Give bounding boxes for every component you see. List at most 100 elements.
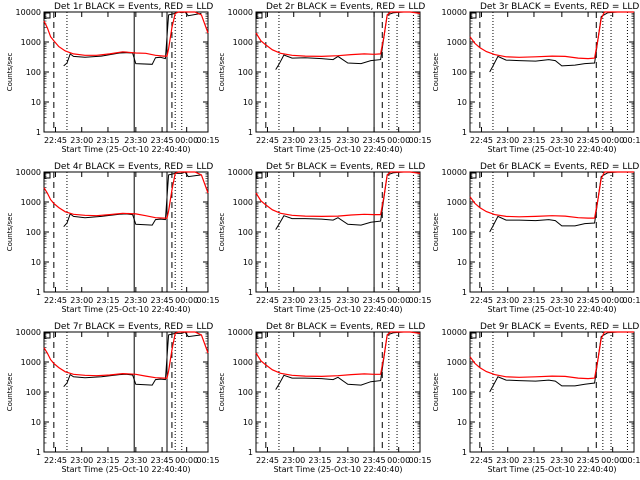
y-tick-label: 10 (31, 98, 41, 107)
y-axis-label: Counts/sec (432, 213, 440, 252)
plot-frame (469, 331, 635, 453)
x-tick-label: 23:00 (282, 456, 305, 465)
y-tick-label: 10 (243, 98, 253, 107)
panel-det-6r: Det 6r BLACK = Events, RED = LLD 1 10 100 10… (432, 162, 640, 314)
x-axis-label: Start Time (25-Oct-10 22:40:40) (487, 465, 616, 474)
y-tick-label: 10000 (16, 168, 41, 177)
x-tick-label: 23:00 (70, 136, 93, 145)
x-axis-label: Start Time (25-Oct-10 22:40:40) (273, 145, 402, 154)
y-axis-label: Counts/sec (6, 373, 14, 412)
y-axis-label: Counts/sec (6, 53, 14, 92)
x-tick-label: 00:00 (175, 136, 198, 145)
plot-frame (43, 11, 209, 133)
x-tick-label: 23:00 (70, 456, 93, 465)
y-tick-label: 1000 (447, 198, 467, 207)
marker-box (470, 332, 477, 339)
y-tick-label: 1000 (21, 198, 41, 207)
plot-frame (255, 11, 421, 133)
panel-title: Det 3r BLACK = Events, RED = LLD (480, 2, 639, 12)
x-tick-label: 00:15 (622, 296, 640, 305)
y-tick-label: 10000 (442, 328, 467, 337)
y-tick-label: 1000 (233, 38, 253, 47)
x-tick-label: 23:45 (151, 136, 174, 145)
events-series-line (489, 171, 628, 233)
x-tick-label: 00:15 (622, 136, 640, 145)
y-tick-label: 1000 (233, 198, 253, 207)
marker-box (470, 12, 477, 19)
marker-box (44, 332, 51, 339)
y-axis-label: Counts/sec (432, 373, 440, 412)
x-tick-label: 23:30 (336, 296, 359, 305)
x-tick-label: 23:45 (577, 296, 600, 305)
panel-title: Det 7r BLACK = Events, RED = LLD (54, 322, 213, 332)
y-axis-label: Counts/sec (432, 53, 440, 92)
y-tick-label: 100 (26, 68, 41, 77)
panel-title: Det 8r BLACK = Events, RED = LLD (266, 322, 425, 332)
y-tick-label: 1 (462, 448, 467, 457)
x-tick-label: 00:15 (196, 296, 219, 305)
panel-title: Det 2r BLACK = Events, RED = LLD (266, 2, 425, 12)
panel-det-4r: Det 4r BLACK = Events, RED = LLD 1 10 100 10… (6, 162, 220, 314)
y-tick-label: 10000 (16, 328, 41, 337)
events-series-line (275, 331, 414, 390)
y-tick-label: 1 (462, 288, 467, 297)
x-tick-label: 00:15 (408, 136, 431, 145)
x-tick-label: 23:45 (151, 456, 174, 465)
x-axis-label: Start Time (25-Oct-10 22:40:40) (273, 465, 402, 474)
x-tick-label: 23:15 (96, 296, 119, 305)
y-tick-label: 10 (457, 258, 467, 267)
y-axis-label: Counts/sec (218, 213, 226, 252)
x-tick-label: 22:45 (256, 136, 279, 145)
y-tick-label: 10 (31, 418, 41, 427)
x-tick-label: 22:45 (44, 296, 67, 305)
x-tick-label: 00:15 (196, 136, 219, 145)
x-tick-label: 23:45 (363, 296, 386, 305)
marker-box (256, 12, 263, 19)
y-tick-label: 1 (462, 128, 467, 137)
y-tick-label: 1 (36, 128, 41, 137)
x-tick-label: 00:00 (387, 136, 410, 145)
y-tick-label: 1 (36, 288, 41, 297)
x-tick-label: 00:00 (175, 296, 198, 305)
marker-box (44, 172, 51, 179)
lld-series-line (469, 11, 634, 60)
marker-box (256, 332, 263, 339)
lld-series-line (469, 331, 634, 380)
x-tick-label: 23:15 (522, 456, 545, 465)
panel-title: Det 9r BLACK = Events, RED = LLD (480, 322, 639, 332)
x-tick-label: 23:45 (363, 456, 386, 465)
y-tick-label: 1000 (447, 38, 467, 47)
y-tick-label: 1 (36, 448, 41, 457)
lld-series-line (43, 331, 209, 379)
x-axis-label: Start Time (25-Oct-10 22:40:40) (61, 305, 190, 314)
y-axis-label: Counts/sec (218, 373, 226, 412)
events-series-line (63, 11, 202, 67)
x-tick-label: 23:45 (577, 456, 600, 465)
x-tick-label: 00:00 (175, 456, 198, 465)
y-tick-label: 1000 (21, 358, 41, 367)
x-axis-label: Start Time (25-Oct-10 22:40:40) (487, 145, 616, 154)
x-tick-label: 22:45 (44, 136, 67, 145)
y-tick-label: 10000 (442, 8, 467, 17)
x-tick-label: 00:15 (622, 456, 640, 465)
plot-frame (469, 11, 635, 133)
y-tick-label: 10000 (442, 168, 467, 177)
y-tick-label: 10000 (228, 328, 253, 337)
x-axis-label: Start Time (25-Oct-10 22:40:40) (487, 305, 616, 314)
x-axis-label: Start Time (25-Oct-10 22:40:40) (61, 145, 190, 154)
x-tick-label: 23:30 (550, 456, 573, 465)
x-tick-label: 00:15 (408, 456, 431, 465)
y-tick-label: 100 (238, 68, 253, 77)
x-axis-label: Start Time (25-Oct-10 22:40:40) (273, 305, 402, 314)
y-tick-label: 100 (238, 388, 253, 397)
events-series-line (489, 331, 628, 393)
x-tick-label: 23:30 (124, 136, 147, 145)
y-tick-label: 1000 (447, 358, 467, 367)
lld-series-line (43, 171, 209, 219)
lld-series-line (255, 11, 421, 58)
x-tick-label: 23:30 (336, 456, 359, 465)
y-tick-label: 10000 (228, 8, 253, 17)
x-tick-label: 23:15 (308, 456, 331, 465)
panel-det-1r: Det 1r BLACK = Events, RED = LLD 1 10 100 10… (6, 2, 220, 154)
